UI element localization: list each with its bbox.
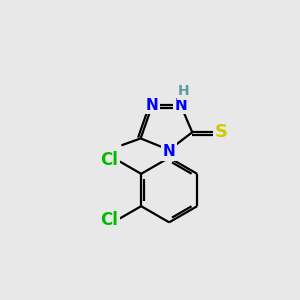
Text: N: N <box>146 98 159 113</box>
Text: H: H <box>178 84 190 98</box>
Text: N: N <box>163 144 175 159</box>
Text: Cl: Cl <box>100 211 118 229</box>
Text: Cl: Cl <box>100 151 118 169</box>
Text: N: N <box>174 98 187 113</box>
Text: S: S <box>215 123 228 141</box>
